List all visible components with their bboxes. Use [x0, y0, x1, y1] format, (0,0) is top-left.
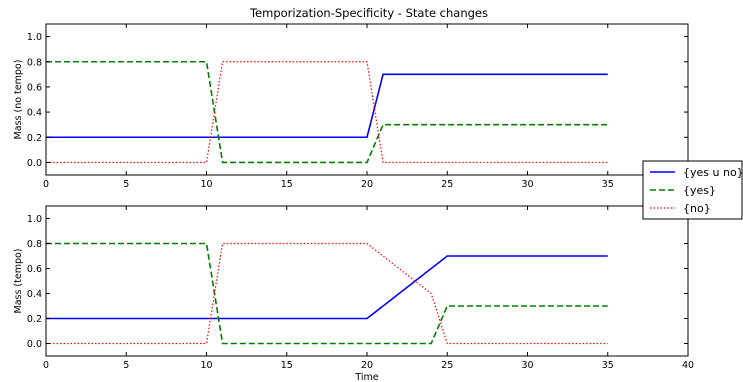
x-tick-label: 35 [602, 179, 614, 190]
x-tick-label: 10 [200, 179, 212, 190]
x-tick-label: 20 [361, 360, 373, 371]
x-axis-label: Time [354, 372, 378, 382]
series-line-2-1 [46, 255, 608, 320]
legend-label: {yes u no} [683, 166, 743, 179]
y-tick-label: 0.8 [27, 239, 42, 250]
legend-label: {no} [683, 202, 711, 215]
y-tick-label: 0.4 [27, 289, 42, 300]
x-tick-label: 15 [281, 360, 293, 371]
x-tick-label: 10 [200, 360, 212, 371]
chart-title: Temporization-Specificity - State change… [249, 6, 488, 20]
series-line-1-2 [46, 60, 608, 164]
x-tick-label: 30 [521, 179, 533, 190]
plot-frame [45, 23, 689, 176]
series-line-2-3 [46, 242, 608, 345]
x-tick-label: 0 [43, 360, 49, 371]
y-axis-label: Mass (no tempo) [13, 60, 24, 140]
series-line-2-2 [46, 242, 608, 345]
x-tick-label: 25 [441, 179, 453, 190]
panel-2: 0 5 10 15 20 25 30 35 40 0.0 0.2 0.4 0.6 0.8 1.0 Mass (… [13, 205, 694, 382]
plot-frame [45, 205, 689, 357]
y-axis-label: Mass (tempo) [13, 248, 24, 313]
y-tick-label: 0.6 [27, 264, 42, 275]
y-tick-label: 0.4 [27, 108, 42, 119]
x-tick-label: 20 [361, 179, 373, 190]
y-tick-label: 1.0 [27, 32, 42, 43]
x-tick-label: 5 [123, 179, 129, 190]
y-tick-label: 0.8 [27, 57, 42, 68]
panels-layer: 0 5 10 15 20 25 30 35 40 0.0 0.2 0.4 0.6 0.8 1.0 Mass (… [13, 23, 694, 382]
x-tick-label: 40 [682, 360, 694, 371]
x-tick-label: 5 [123, 360, 129, 371]
y-tick-label: 0.6 [27, 82, 42, 93]
x-tick-label: 25 [441, 360, 453, 371]
y-tick-label: 1.0 [27, 214, 42, 225]
series-line-1-1 [46, 73, 608, 139]
y-tick-label: 0.0 [27, 339, 42, 350]
x-tick-label: 35 [602, 360, 614, 371]
x-tick-label: 15 [281, 179, 293, 190]
series-line-1-3 [46, 61, 608, 164]
y-tick-label: 0.0 [27, 158, 42, 169]
x-tick-label: 0 [43, 179, 49, 190]
legend-label: {yes} [683, 184, 716, 197]
x-tick-label: 30 [521, 360, 533, 371]
legend: {yes u no} {yes} {no} [642, 160, 743, 220]
y-tick-label: 0.2 [27, 314, 42, 325]
y-tick-label: 0.2 [27, 133, 42, 144]
